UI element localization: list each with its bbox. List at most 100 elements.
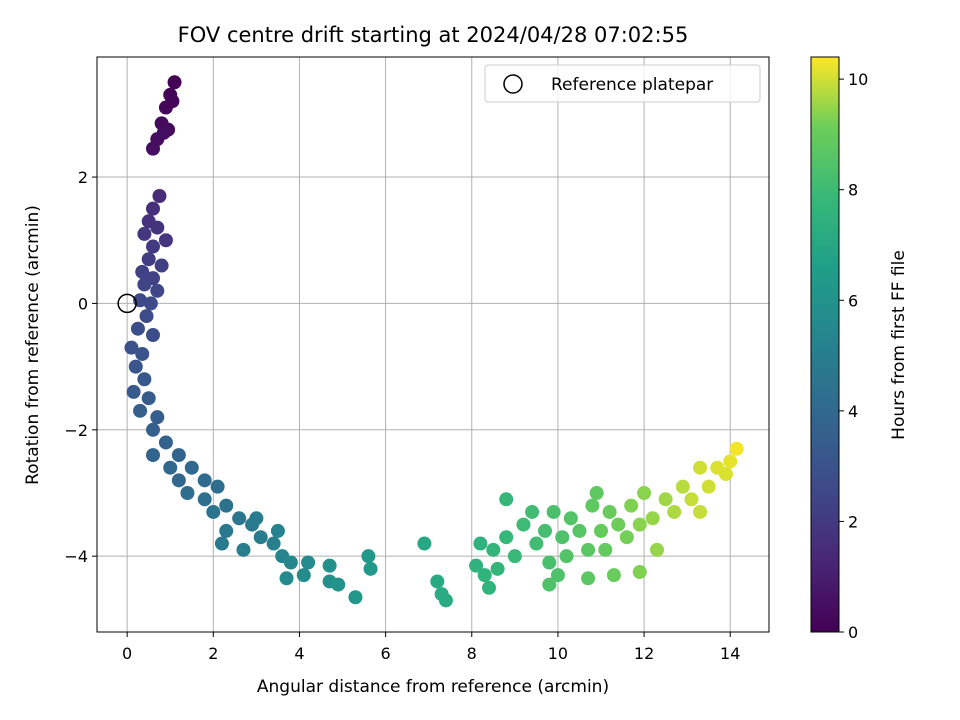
- data-point: [619, 530, 634, 545]
- data-point: [137, 277, 152, 292]
- data-point: [469, 558, 484, 573]
- data-point: [197, 492, 212, 507]
- data-point: [139, 309, 154, 324]
- data-point: [158, 233, 173, 248]
- data-point: [499, 492, 514, 507]
- data-point: [563, 511, 578, 526]
- data-point: [197, 473, 212, 488]
- data-point: [693, 460, 708, 475]
- data-point: [154, 258, 169, 273]
- data-point: [219, 498, 234, 513]
- data-point: [477, 568, 492, 583]
- data-point: [581, 571, 596, 586]
- data-point: [361, 549, 376, 564]
- y-tick-label: −4: [64, 547, 88, 566]
- grid-lines: [97, 57, 769, 632]
- data-point: [516, 517, 531, 532]
- legend: Reference platepar: [484, 64, 761, 103]
- data-point: [542, 555, 557, 570]
- data-point: [146, 422, 160, 437]
- colorbar-tick-label: 10: [848, 70, 868, 89]
- data-point: [301, 555, 316, 570]
- colorbar-tick-label: 2: [848, 512, 858, 531]
- data-point: [348, 590, 363, 605]
- colorbar-ticks: 0 2 4 6 8 10: [839, 70, 868, 642]
- data-point: [632, 564, 647, 579]
- data-point: [624, 498, 639, 513]
- colorbar-tick-label: 6: [848, 291, 858, 310]
- x-tick-label: 0: [122, 644, 132, 663]
- data-point: [163, 460, 178, 475]
- data-point: [594, 523, 608, 538]
- y-tick-label: 0: [78, 294, 88, 313]
- data-point: [611, 517, 626, 532]
- data-point: [141, 391, 156, 406]
- data-point: [525, 504, 540, 519]
- data-point: [152, 189, 167, 204]
- x-tick-label: 10: [548, 644, 568, 663]
- x-tick-label: 14: [720, 644, 740, 663]
- data-point: [589, 485, 604, 500]
- data-point: [232, 511, 247, 526]
- data-point: [165, 94, 180, 109]
- data-point: [658, 492, 673, 507]
- data-point: [331, 577, 346, 592]
- data-point: [270, 523, 285, 538]
- data-point: [693, 504, 708, 519]
- data-point: [723, 454, 738, 469]
- data-point: [130, 321, 145, 336]
- data-point: [555, 530, 570, 545]
- data-point: [546, 504, 561, 519]
- plot-frame: [96, 56, 770, 633]
- data-point: [542, 577, 557, 592]
- y-axis-label: Rotation from reference (arcmin): [23, 205, 43, 485]
- y-axis-ticks: −4 −2 0 2: [64, 168, 97, 566]
- data-point: [124, 340, 139, 355]
- data-point: [146, 328, 160, 343]
- data-point: [146, 201, 160, 216]
- data-points: [124, 75, 744, 608]
- data-point: [559, 549, 574, 564]
- data-point: [167, 75, 182, 90]
- data-point: [135, 264, 150, 279]
- reference-platepar-marker: [117, 293, 137, 314]
- data-point: [550, 568, 565, 583]
- data-point: [126, 384, 141, 399]
- x-tick-label: 4: [294, 644, 304, 663]
- data-point: [430, 574, 445, 589]
- colorbar-label: Hours from first FF file: [889, 250, 909, 440]
- legend-entry-reference: Reference platepar: [551, 75, 713, 95]
- x-axis-ticks: 0 2 4 6 8 10 12 14: [122, 632, 740, 663]
- data-point: [279, 571, 294, 586]
- x-tick-label: 8: [467, 644, 477, 663]
- data-point: [171, 473, 186, 488]
- colorbar-tick-label: 8: [848, 181, 858, 200]
- colorbar-tick-label: 0: [848, 623, 858, 642]
- data-point: [585, 498, 600, 513]
- data-point: [322, 558, 337, 573]
- x-tick-label: 6: [381, 644, 391, 663]
- data-point: [417, 536, 432, 551]
- data-point: [718, 467, 733, 482]
- data-point: [219, 523, 234, 538]
- y-tick-label: 2: [78, 168, 88, 187]
- data-point: [253, 530, 268, 545]
- x-axis-label: Angular distance from reference (arcmin): [257, 677, 609, 697]
- data-point: [184, 460, 199, 475]
- data-point: [143, 296, 158, 311]
- data-point: [296, 568, 311, 583]
- legend-marker-icon: [503, 74, 523, 94]
- data-point: [529, 536, 544, 551]
- data-point: [363, 561, 378, 576]
- data-point: [650, 542, 664, 557]
- data-point: [637, 485, 652, 500]
- data-point: [684, 492, 699, 507]
- data-point: [701, 479, 716, 494]
- data-point: [572, 523, 587, 538]
- data-point: [249, 511, 264, 526]
- y-tick-label: −2: [64, 421, 88, 440]
- colorbar: [810, 56, 840, 633]
- data-point: [236, 542, 251, 557]
- data-point: [482, 580, 496, 595]
- x-tick-label: 2: [208, 644, 218, 663]
